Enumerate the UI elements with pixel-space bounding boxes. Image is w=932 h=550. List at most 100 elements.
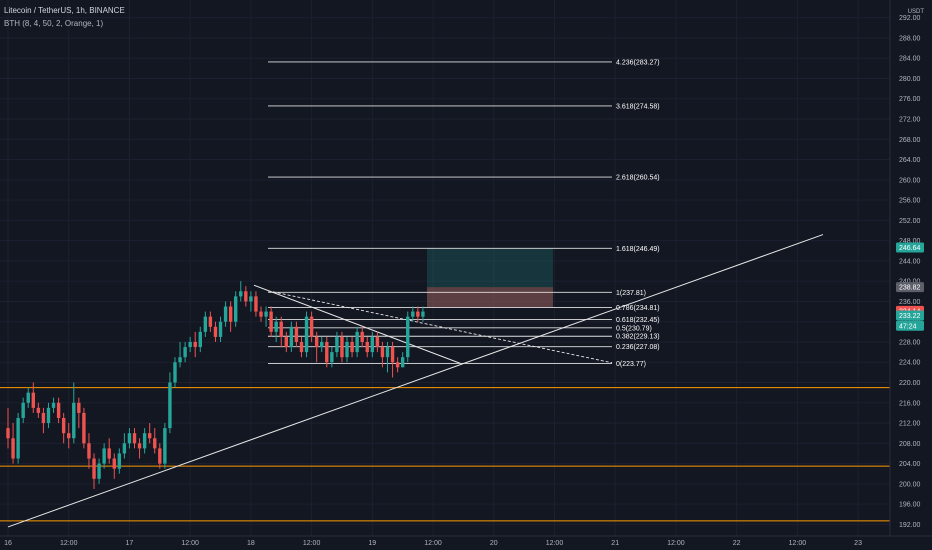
fib-diagonal-line [253,284,461,364]
target-zone [427,248,553,308]
price-tag [896,282,924,293]
time-tick-label: 12:00 [303,540,321,547]
candle-body [370,336,375,353]
candle-body [77,402,81,413]
price-tick-label: 212.00 [899,421,921,428]
fib-level-label: 3.618(274.58) [616,103,660,110]
time-tick-label: 12:00 [60,540,78,547]
candle-body [304,316,309,353]
candle-body [208,316,213,327]
fibonacci-extension[interactable]: 4.236(283.27) 3.618(274.58) 2.618(260.54) 1… [268,59,660,368]
candle-body [16,417,20,459]
price-tick-label: 244.00 [899,258,921,265]
candle-body [385,347,390,358]
candle-body [21,402,25,418]
candle-body [163,428,167,464]
candle-body [168,382,172,429]
ascending-trendline [7,234,824,528]
candle-body [325,341,329,363]
candle-body [122,443,127,454]
candle-body [213,326,218,337]
time-tick-label: 12:00 [667,540,685,547]
candle-body [264,311,268,317]
candle-body [26,392,30,403]
candle-body [178,357,182,363]
horizontal-levels [0,387,890,522]
price-tick-label: 228.00 [899,339,921,346]
price-tag [896,320,924,331]
time-tick-label: 12:00 [424,540,442,547]
long-position-tool[interactable] [427,248,553,308]
candle-body [127,433,132,444]
candle-body [203,316,208,332]
trendlines[interactable] [7,234,824,528]
price-tick-label: 264.00 [899,157,921,164]
time-tick-label: 12:00 [181,540,199,547]
candle-body [6,428,10,439]
price-tick-label: 216.00 [899,400,921,407]
candle-body [112,458,116,469]
indicator-legend[interactable]: BTH (8, 4, 50, 2, Orange, 1) [4,19,104,28]
candle-body [309,316,314,337]
candle-body [31,392,35,408]
candle-body [244,291,248,302]
candle-body [269,311,273,332]
price-tick-label: 200.00 [899,481,921,488]
candle-body [173,362,177,383]
currency-label: USDT [907,9,924,15]
candle-body [375,336,380,348]
price-tick-label: 192.00 [899,522,921,529]
fib-level-label: 0.382(229.13) [616,334,660,341]
candle-body [107,448,111,459]
candle-body [82,412,86,444]
price-tick-label: 224.00 [899,360,921,367]
candle-body [158,448,162,464]
candle-body [193,341,197,348]
candle-body [56,402,61,418]
candle-body [11,438,15,459]
fib-level-label: 4.236(283.27) [616,59,660,66]
symbol-title[interactable]: Litecoin / TetherUS, 1h, BINANCE [4,6,125,15]
time-axis[interactable]: 16 12:00 17 12:00 18 12:00 19 12:00 20 12:00 21 12:… [0,535,932,547]
candle-body [102,448,106,464]
price-tick-label: 288.00 [899,35,921,42]
price-tag-label: 238.82 [899,285,921,292]
candle-body [380,347,385,358]
candle-body [137,443,142,449]
dashed-trendline [267,290,613,364]
candle-body [395,362,400,368]
candle-body [117,453,122,469]
candle-body [41,412,46,424]
candle-body [294,326,299,342]
candle-body [421,311,425,317]
candle-body [92,458,96,479]
price-tick-label: 220.00 [899,380,921,387]
price-axis[interactable]: 192.00 196.00 200.00 204.00 208.00 212.00 216.… [889,0,921,536]
candle-body [340,336,344,358]
price-tick-label: 236.00 [899,299,921,306]
candle-body [249,296,253,302]
price-tick-label: 256.00 [899,198,921,205]
candle-body [416,311,420,317]
fib-level-label: 0.786(234.81) [616,305,660,312]
candle-body [411,311,415,317]
time-tick-label: 21 [611,540,619,547]
time-tick-label: 17 [126,540,134,547]
candle-body [147,433,152,439]
candle-body [228,306,233,322]
candle-body [274,321,278,332]
candle-body [406,316,410,358]
candle-body [72,402,76,439]
time-tick-label: 16 [4,540,12,547]
fib-level-label: 0.618(232.45) [616,317,660,324]
time-tick-label: 22 [733,540,741,547]
price-tick-label: 292.00 [899,15,921,22]
price-tag [896,242,924,253]
candle-body [390,347,395,363]
candle-body [97,463,101,479]
price-tick-label: 252.00 [899,218,921,225]
stop-zone [427,287,553,308]
candle-body [198,331,202,348]
